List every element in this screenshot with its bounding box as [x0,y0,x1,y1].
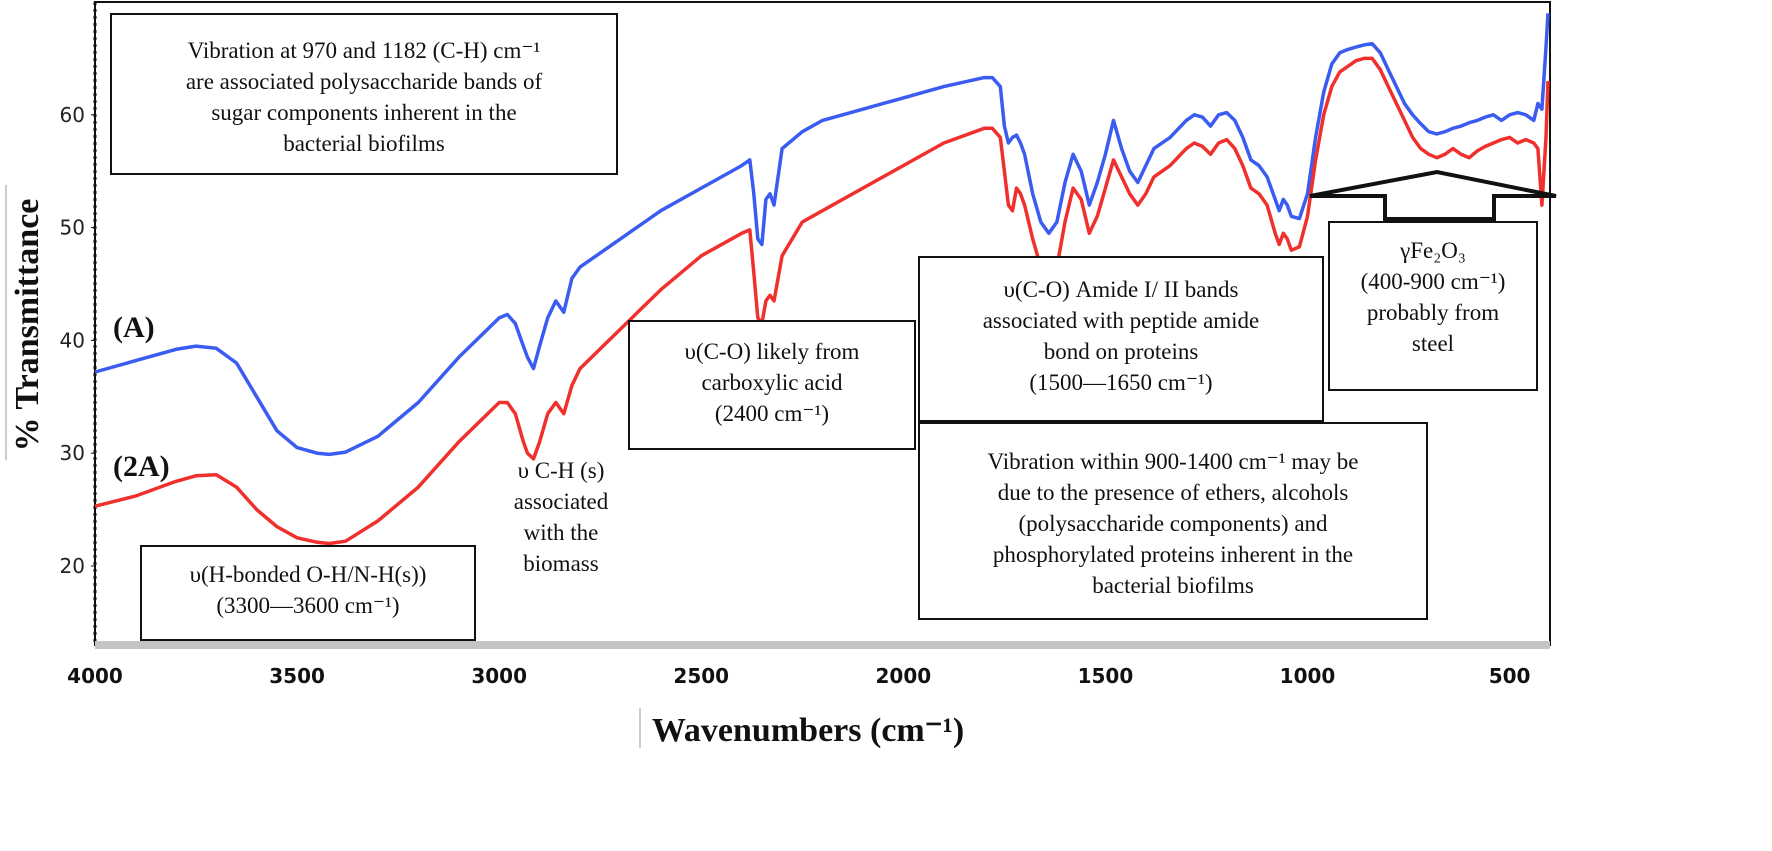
series-label-2a: (2A) [113,450,170,483]
y-tick-label: 20 [60,554,85,578]
annotation-line: (400-900 cm⁻¹) [1360,269,1506,294]
annotation-line: are associated polysaccharide bands of [185,69,543,94]
x-axis-title: Wavenumbers (cm⁻¹) [652,712,964,749]
annotation-line: probably from [1366,300,1500,325]
x-ticks: 4000 3500 3000 2500 2000 1500 1000 500 [67,664,1530,688]
annotation-line: bacterial biofilms [1092,573,1254,598]
series-group [94,13,1550,546]
annotation-line: υ(C-O) Amide I/ II bands [1003,277,1239,302]
annotation-line: υ C-H (s) [517,458,605,483]
x-tick-label: 2000 [875,664,931,688]
annotation-line: υ(C-O) likely from [684,339,860,364]
annotation-ch: υ C-H (s) associated with the biomass [486,455,636,579]
annotation-ethers: Vibration within 900-1400 cm⁻¹ may be du… [918,422,1428,620]
series-line-2a [94,56,1550,546]
annotation-line: (1500—1650 cm⁻¹) [1029,370,1213,395]
x-tick-label: 500 [1489,664,1531,688]
y-axis-title: % Transmittance [9,199,46,452]
annotation-line: (3300—3600 cm⁻¹) [216,593,400,618]
annotation-polysaccharide: Vibration at 970 and 1182 (C-H) cm⁻¹ are… [110,13,618,175]
annotation-line: bond on proteins [1043,339,1199,364]
y-tick-label: 30 [60,441,85,465]
annotation-fe2o3: γFe₂O₃ (400-900 cm⁻¹) probably from stee… [1328,221,1538,391]
annotation-oh-nh: υ(H-bonded O-H/N-H(s)) (3300—3600 cm⁻¹) [140,545,476,641]
annotation-line: Vibration at 970 and 1182 (C-H) cm⁻¹ [187,38,541,63]
annotation-line: associated [513,489,609,514]
y-ticks: 20 30 40 50 60 [60,103,95,578]
annotation-line: (2400 cm⁻¹) [714,401,830,426]
annotation-line: (polysaccharide components) and [1018,511,1328,536]
annotation-line: bacterial biofilms [283,131,445,156]
series-label-a: (A) [113,311,155,344]
series-line-a [94,13,1550,457]
annotation-line: Vibration within 900-1400 cm⁻¹ may be [987,449,1359,474]
x-tick-label: 2500 [673,664,729,688]
y-tick-label: 60 [60,103,85,127]
annotation-line: sugar components inherent in the [211,100,517,125]
annotation-line: υ(H-bonded O-H/N-H(s)) [189,562,427,587]
x-tick-label: 3000 [471,664,527,688]
y-tick-label: 50 [60,216,85,240]
x-tick-label: 3500 [269,664,325,688]
annotation-amide: υ(C-O) Amide I/ II bands associated with… [918,256,1324,422]
annotation-line: γFe₂O₃ [1400,238,1466,263]
y-tick-label: 40 [60,328,85,352]
x-tick-label: 1000 [1280,664,1336,688]
annotation-line: biomass [523,551,599,576]
annotation-co-carboxylic: υ(C-O) likely from carboxylic acid (2400… [628,320,916,450]
annotation-line: steel [1411,331,1455,356]
x-tick-label: 4000 [67,664,123,688]
annotation-line: with the [523,520,599,545]
fe2o3-pointer-arrow [1309,169,1557,221]
annotation-line: due to the presence of ethers, alcohols [997,480,1349,505]
annotation-line: phosphorylated proteins inherent in the [992,542,1354,567]
annotation-line: carboxylic acid [701,370,843,395]
x-tick-label: 1500 [1078,664,1134,688]
annotation-line: associated with peptide amide [982,308,1260,333]
